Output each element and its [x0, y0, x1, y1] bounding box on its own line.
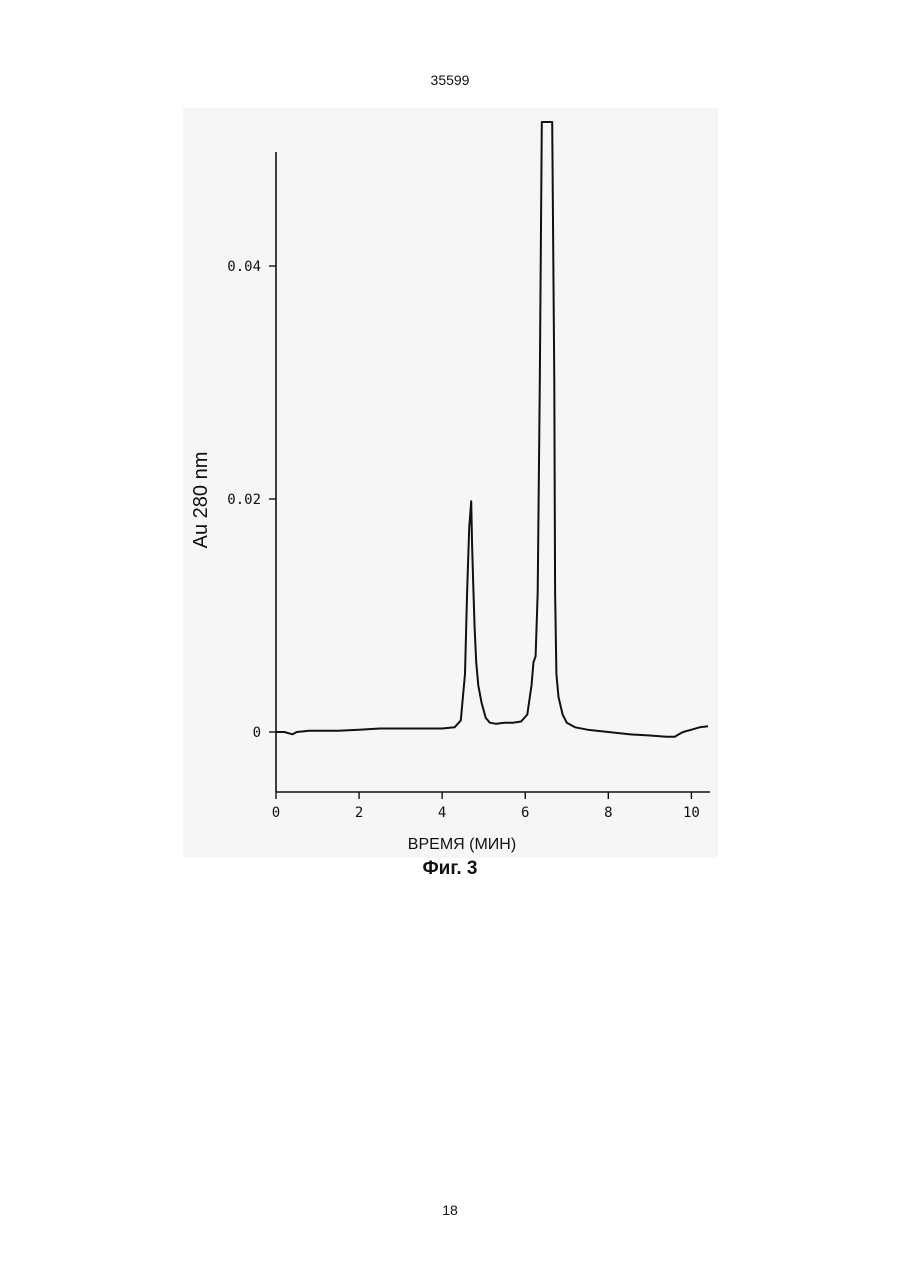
figure-panel: 0 2 4 6 8 10 0 0.02 0.04 Au 280 nm ВРЕМЯ (МИН)	[183, 108, 718, 858]
x-tick-label: 4	[438, 805, 446, 821]
page-number: 18	[0, 1202, 900, 1218]
x-tick-label: 10	[683, 805, 700, 821]
series-layer	[276, 122, 708, 737]
x-tick-label: 6	[521, 805, 529, 821]
series-line	[276, 122, 708, 737]
x-ticks: 0 2 4 6 8 10	[272, 792, 700, 821]
x-tick-label: 8	[604, 805, 612, 821]
x-tick-label: 2	[355, 805, 363, 821]
chromatogram-chart: 0 2 4 6 8 10 0 0.02 0.04 Au 280 nm ВРЕМЯ (МИН)	[183, 108, 718, 858]
document-number: 35599	[0, 72, 900, 88]
y-tick-label: 0	[253, 725, 261, 741]
y-ticks: 0 0.02 0.04	[227, 259, 276, 741]
y-tick-label: 0.04	[227, 259, 261, 275]
x-axis-title: ВРЕМЯ (МИН)	[408, 836, 516, 853]
y-tick-label: 0.02	[227, 492, 261, 508]
y-axis-title: Au 280 nm	[190, 452, 212, 549]
figure-caption: Фиг. 3	[0, 858, 900, 880]
x-tick-label: 0	[272, 805, 280, 821]
